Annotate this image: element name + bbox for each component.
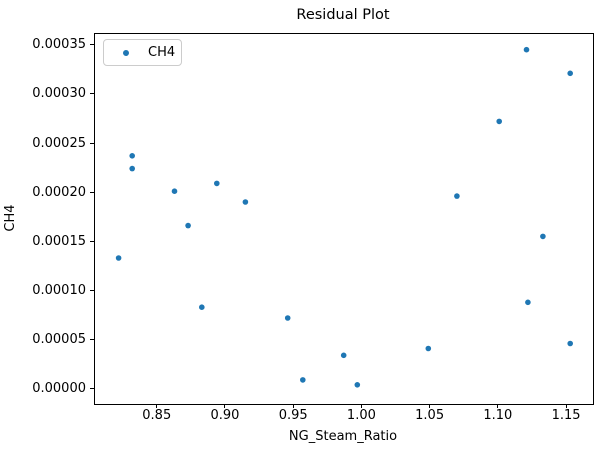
plot-area: CH4 — [94, 33, 594, 405]
y-tick-label: 0.00015 — [32, 233, 86, 249]
x-tick-mark — [497, 404, 499, 408]
x-tick-mark — [565, 404, 567, 408]
legend-label: CH4 — [148, 45, 176, 60]
y-tick-mark — [90, 388, 94, 390]
y-tick-label: 0.00030 — [32, 86, 86, 102]
y-tick-label: 0.00025 — [32, 135, 86, 151]
x-tick-mark — [224, 404, 226, 408]
y-tick-mark — [90, 240, 94, 242]
chart-title: Residual Plot — [296, 7, 390, 23]
x-tick-mark — [429, 404, 431, 408]
x-tick-label: 0.85 — [142, 408, 172, 423]
x-axis-label: NG_Steam_Ratio — [288, 429, 398, 444]
y-tick-mark — [90, 339, 94, 341]
x-tick-label: 0.90 — [210, 408, 240, 423]
x-tick-label: 0.95 — [278, 408, 308, 423]
y-tick-label: 0.00000 — [32, 381, 86, 397]
x-tick-label: 1.05 — [415, 408, 445, 423]
legend-marker-dot — [123, 49, 129, 56]
y-tick-label: 0.00010 — [32, 282, 86, 298]
x-tick-label: 1.15 — [551, 408, 581, 423]
x-tick-label: 1.00 — [346, 408, 376, 423]
y-tick-label: 0.00020 — [32, 184, 86, 200]
legend: CH4 — [103, 39, 182, 66]
y-tick-mark — [90, 93, 94, 95]
x-tick-mark — [360, 404, 362, 408]
y-axis-label: CH4 — [3, 204, 18, 232]
y-tick-mark — [90, 44, 94, 46]
x-tick-label: 1.10 — [483, 408, 513, 423]
x-tick-mark — [292, 404, 294, 408]
y-tick-mark — [90, 142, 94, 144]
y-tick-mark — [90, 191, 94, 193]
x-tick-mark — [156, 404, 158, 408]
y-tick-label: 0.00035 — [32, 37, 86, 53]
y-tick-label: 0.00005 — [32, 332, 86, 348]
y-tick-mark — [90, 289, 94, 291]
